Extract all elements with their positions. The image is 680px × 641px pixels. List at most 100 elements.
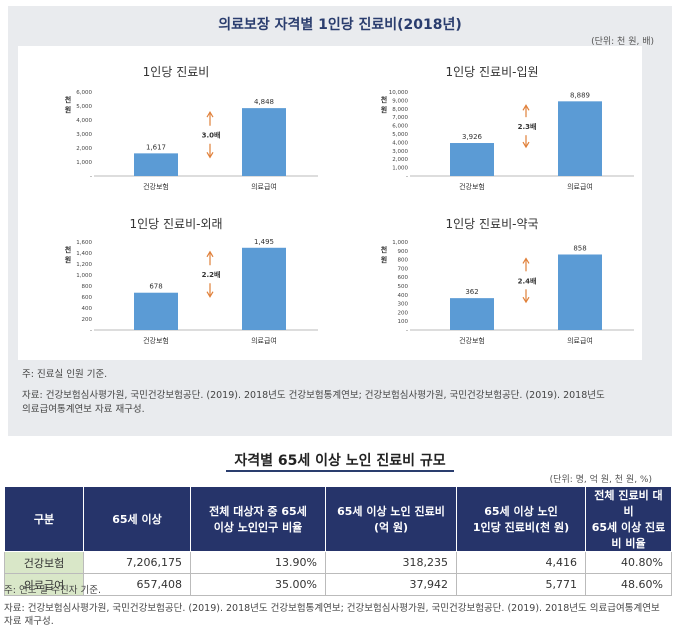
y-tick-label: 7,000	[392, 115, 408, 121]
y-tick-label: 400	[82, 306, 93, 312]
y-tick-label: 8,000	[392, 107, 408, 113]
y-tick-label: 300	[398, 302, 409, 308]
x-tick-label: 건강보험	[459, 182, 485, 191]
table-cell: 5,771	[456, 573, 586, 596]
ratio-arrowhead-down	[522, 296, 530, 304]
y-tick-label: -	[90, 174, 92, 180]
charts-area: 1인당 진료비 천 원 -1,000 2,000 3,000 4,000 5,000 6,000…	[18, 46, 642, 360]
y-tick-label: 1,000	[392, 166, 408, 172]
y-tick-label: 400	[398, 293, 409, 299]
y-axis-label-char: 천	[65, 95, 71, 104]
header-cell: 65세 이상 노인 진료비 (억 원)	[325, 486, 457, 552]
ratio-arrowhead-up	[206, 250, 214, 258]
y-tick-label: 1,200	[76, 262, 92, 268]
x-tick-label: 의료급여	[567, 336, 593, 345]
ratio-arrowhead-down	[206, 152, 214, 159]
charts-svg: 1인당 진료비천원-1,0002,0003,0004,0005,0006,000…	[65, 65, 634, 345]
y-tick-label: 800	[82, 284, 93, 290]
figure-note: 주: 진료실 인원 기준.	[22, 369, 108, 380]
data-label: 1,617	[146, 143, 166, 151]
figure-title: 의료보장 자격별 1인당 진료비(2018년)	[218, 17, 462, 33]
table-cell: 35.00%	[190, 573, 326, 596]
y-tick-label: 1,400	[76, 251, 92, 257]
y-axis-label-char: 원	[65, 105, 71, 114]
table-row: 건강보험 7,206,175 13.90% 318,235 4,416 40.8…	[4, 551, 672, 574]
table-cell: 7,206,175	[83, 551, 191, 574]
y-tick-label: 10,000	[389, 90, 409, 96]
bar	[134, 153, 178, 176]
table-title: 자격별 65세 이상 노인 진료비 규모	[234, 453, 446, 469]
y-axis-label-char: 천	[381, 95, 387, 104]
table-row: 의료급여 657,408 35.00% 37,942 5,771 48.60%	[4, 573, 672, 596]
y-axis-label-char: 원	[65, 255, 71, 264]
data-label: 678	[149, 283, 162, 291]
table-cell: 13.90%	[190, 551, 326, 574]
bar	[558, 254, 602, 330]
y-tick-label: 900	[398, 249, 409, 255]
data-label: 362	[465, 288, 478, 296]
y-tick-label: 200	[398, 310, 409, 316]
y-axis-label-char: 천	[65, 245, 71, 254]
y-tick-label: 600	[398, 275, 409, 281]
table-source-line2: 자료 재구성.	[4, 616, 54, 627]
y-tick-label: 5,000	[76, 104, 92, 110]
row-header-cell: 의료급여	[4, 573, 84, 596]
header-cell: 65세 이상 노인 1인당 진료비(천 원)	[456, 486, 586, 552]
y-tick-label: 3,000	[76, 132, 92, 138]
table-cell: 37,942	[325, 573, 457, 596]
y-axis-label-char: 천	[381, 245, 387, 254]
table-source-line1: 자료: 건강보험심사평가원, 국민건강보험공단. (2019). 2018년도 …	[4, 603, 660, 614]
data-table: 구분 65세 이상 전체 대상자 중 65세 이상 노인인구 비율 65세 이상 …	[4, 486, 672, 596]
y-tick-label: -	[406, 328, 408, 334]
data-label: 4,848	[254, 98, 274, 106]
table-note: 주: 연도 말 수진자 기준.	[4, 585, 101, 596]
table-header-row: 구분 65세 이상 전체 대상자 중 65세 이상 노인인구 비율 65세 이상 …	[4, 486, 672, 552]
y-tick-label: 6,000	[76, 90, 92, 96]
x-tick-label: 의료급여	[251, 336, 277, 345]
header-cell: 구분	[4, 486, 84, 552]
bar	[558, 101, 602, 176]
table-cell: 4,416	[456, 551, 586, 574]
figure-unit: (단위: 천 원, 배)	[591, 37, 654, 47]
y-tick-label: 2,000	[76, 146, 92, 152]
bar	[450, 143, 494, 176]
y-tick-label: 2,000	[392, 157, 408, 163]
ratio-arrowhead-up	[522, 257, 530, 264]
table-cell: 318,235	[325, 551, 457, 574]
x-tick-label: 건강보험	[143, 182, 169, 191]
figure-source-line2: 의료급여통계연보 자료 재구성.	[22, 404, 145, 415]
header-cell: 전체 진료비 대비 65세 이상 진료비 비율	[585, 486, 672, 552]
x-tick-label: 의료급여	[567, 182, 593, 191]
y-tick-label: 4,000	[76, 118, 92, 124]
y-tick-label: 100	[398, 319, 409, 325]
ratio-arrowhead-up	[522, 104, 530, 111]
ratio-arrowhead-down	[522, 141, 530, 149]
ratio-label: 2.3배	[518, 122, 537, 131]
y-axis-label-char: 원	[381, 255, 387, 264]
ratio-label: 2.4배	[518, 276, 537, 285]
ratio-arrowhead-down	[206, 291, 214, 298]
header-cell: 65세 이상	[83, 486, 191, 552]
y-tick-label: 1,000	[392, 240, 408, 246]
y-tick-label: -	[406, 174, 408, 180]
data-label: 8,889	[570, 91, 590, 99]
x-tick-label: 건강보험	[143, 336, 169, 345]
y-tick-label: 1,000	[76, 160, 92, 166]
y-tick-label: 5,000	[392, 132, 408, 138]
x-tick-label: 건강보험	[459, 336, 485, 345]
chart-title: 1인당 진료비-외래	[129, 217, 222, 231]
chart-title: 1인당 진료비	[143, 65, 210, 79]
figure-source-line1: 자료: 건강보험심사평가원, 국민건강보험공단. (2019). 2018년도 …	[22, 390, 605, 401]
data-label: 3,926	[462, 133, 483, 141]
bar	[242, 247, 286, 330]
table-cell: 40.80%	[585, 551, 672, 574]
y-tick-label: 3,000	[392, 149, 408, 155]
header-cell: 전체 대상자 중 65세 이상 노인인구 비율	[190, 486, 326, 552]
ratio-label: 3.0배	[202, 131, 221, 140]
table-title-rule	[226, 470, 454, 472]
bar	[134, 292, 178, 330]
data-label: 1,495	[254, 238, 274, 246]
ratio-label: 2.2배	[202, 270, 221, 279]
y-tick-label: 1,600	[76, 240, 92, 246]
chart-title: 1인당 진료비-약국	[445, 216, 538, 231]
